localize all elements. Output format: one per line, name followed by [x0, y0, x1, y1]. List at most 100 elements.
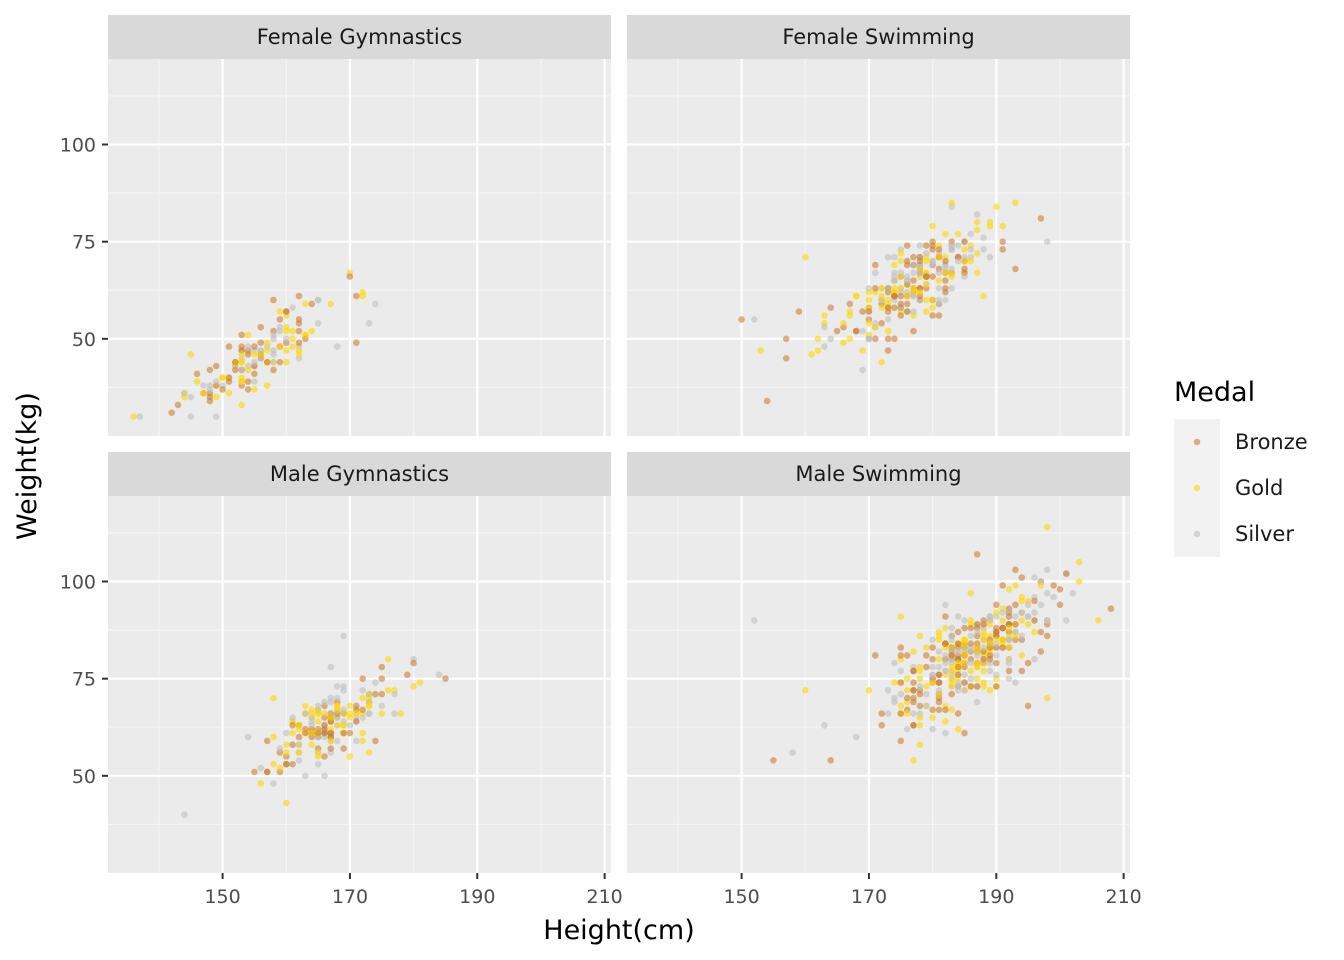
- data-point: [270, 733, 277, 741]
- data-point: [238, 378, 245, 385]
- data-point: [961, 273, 968, 280]
- data-point: [174, 401, 182, 409]
- data-point: [910, 308, 917, 315]
- facet-strip: [627, 15, 1130, 59]
- data-point: [827, 757, 834, 764]
- data-point: [738, 316, 745, 323]
- y-axis-title: Weight(kg): [12, 392, 43, 540]
- data-point: [1012, 613, 1019, 620]
- data-point: [935, 285, 943, 292]
- x-tick-label: 210: [1106, 886, 1142, 908]
- data-point: [353, 710, 360, 717]
- data-point: [251, 370, 258, 378]
- data-point: [865, 296, 873, 304]
- data-point: [954, 242, 962, 249]
- data-point: [327, 698, 335, 706]
- data-point: [314, 718, 322, 725]
- data-point: [340, 729, 347, 737]
- data-point: [878, 292, 885, 300]
- data-point: [295, 327, 303, 335]
- data-point: [993, 652, 1000, 659]
- data-point: [973, 663, 981, 671]
- data-point: [980, 628, 987, 636]
- data-point: [244, 351, 252, 358]
- data-point: [283, 799, 290, 807]
- data-point: [1018, 617, 1026, 624]
- data-point: [954, 257, 962, 265]
- data-point: [993, 609, 1000, 616]
- data-point: [295, 733, 303, 741]
- data-point: [891, 679, 898, 686]
- data-point: [986, 222, 994, 230]
- data-point: [891, 253, 898, 261]
- data-point: [910, 292, 917, 300]
- facet-strip-label: Male Gymnastics: [270, 462, 449, 486]
- facet-panel: Female Swimming: [627, 15, 1130, 436]
- data-point: [416, 679, 424, 686]
- y-tick-label: 100: [60, 572, 96, 594]
- data-point: [244, 343, 252, 350]
- data-point: [1069, 589, 1076, 597]
- data-point: [891, 277, 898, 284]
- data-point: [251, 386, 258, 393]
- data-point: [954, 230, 962, 238]
- data-point: [1031, 597, 1038, 605]
- data-point: [1024, 601, 1032, 609]
- points-group: [738, 199, 1051, 405]
- data-point: [283, 323, 290, 331]
- data-point: [814, 347, 822, 354]
- data-point: [961, 257, 968, 265]
- data-point: [961, 659, 968, 667]
- data-point: [935, 269, 943, 277]
- data-point: [378, 690, 386, 698]
- data-point: [967, 640, 975, 647]
- data-point: [321, 698, 328, 706]
- data-point: [967, 683, 975, 690]
- data-point: [795, 308, 803, 315]
- data-point: [404, 671, 411, 679]
- data-point: [948, 690, 955, 698]
- data-point: [865, 687, 873, 694]
- data-point: [353, 702, 360, 710]
- data-point: [359, 729, 367, 737]
- data-point: [782, 355, 790, 362]
- data-point: [923, 257, 930, 265]
- data-point: [923, 663, 930, 671]
- data-point: [346, 714, 354, 721]
- data-point: [1024, 659, 1032, 667]
- data-point: [929, 714, 936, 721]
- data-point: [283, 308, 290, 315]
- data-point: [340, 632, 347, 640]
- data-point: [308, 741, 316, 748]
- data-point: [302, 300, 309, 308]
- data-point: [1050, 593, 1057, 601]
- legend: Medal Bronze Gold Silver: [1174, 377, 1308, 557]
- data-point: [891, 335, 898, 343]
- data-point: [993, 636, 1000, 644]
- data-point: [923, 281, 930, 288]
- facet-strip-label: Male Swimming: [795, 462, 961, 486]
- data-point: [903, 710, 911, 717]
- data-point: [935, 687, 943, 694]
- data-point: [327, 745, 335, 752]
- data-point: [372, 690, 379, 698]
- data-point: [954, 710, 962, 717]
- data-point: [916, 702, 924, 710]
- data-point: [973, 675, 981, 682]
- legend-label: Gold: [1235, 476, 1283, 500]
- data-point: [821, 312, 828, 319]
- data-point: [884, 710, 892, 717]
- points-group: [751, 523, 1115, 764]
- data-point: [967, 632, 975, 640]
- data-point: [821, 343, 828, 350]
- data-point: [897, 300, 905, 308]
- data-point: [961, 640, 968, 647]
- data-point: [948, 624, 955, 632]
- data-point: [827, 335, 834, 343]
- data-point: [1005, 655, 1013, 663]
- data-point: [967, 257, 975, 265]
- data-point: [954, 663, 962, 671]
- data-point: [859, 347, 866, 354]
- data-point: [1005, 675, 1013, 682]
- data-point: [961, 617, 968, 624]
